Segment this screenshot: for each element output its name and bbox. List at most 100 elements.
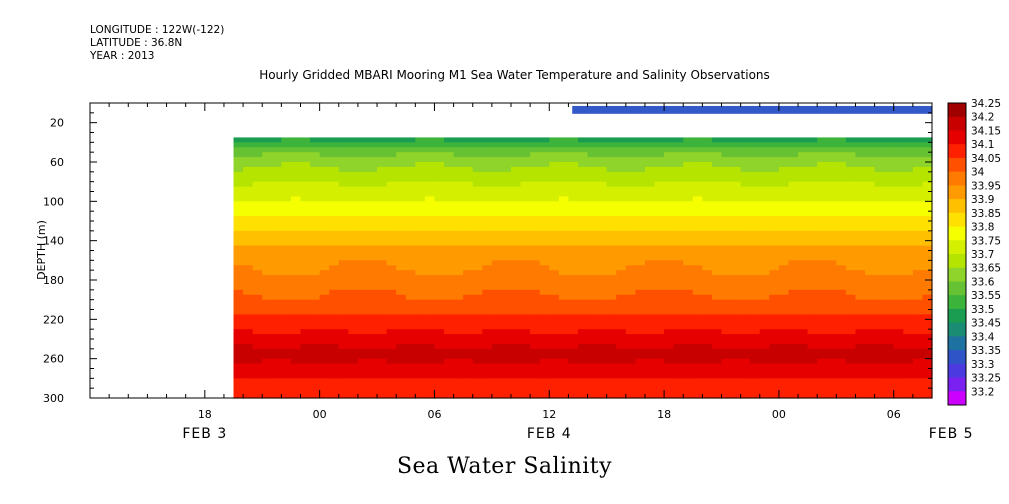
heatmap-cell: [243, 343, 254, 350]
heatmap-cell: [625, 250, 636, 257]
heatmap-cell: [472, 206, 483, 212]
heatmap-cell: [826, 304, 837, 311]
heatmap-cell: [664, 284, 675, 291]
heatmap-cell: [903, 157, 914, 163]
heatmap-cell: [444, 388, 455, 394]
heatmap-cell: [788, 383, 799, 389]
heatmap-cell: [262, 334, 273, 340]
heatmap-cell: [386, 157, 397, 163]
heatmap-cell: [482, 304, 493, 311]
heatmap-cell: [788, 191, 799, 198]
heatmap-cell: [568, 191, 579, 198]
heatmap-cell: [463, 181, 474, 188]
heatmap-cell: [606, 152, 617, 158]
heatmap-cell: [252, 201, 263, 207]
heatmap-cell: [281, 334, 292, 340]
heatmap-cell: [635, 378, 646, 384]
heatmap-cell: [472, 255, 483, 261]
heatmap-cell: [912, 319, 924, 325]
heatmap-cell: [740, 299, 751, 306]
heatmap-cell: [922, 255, 933, 261]
heatmap-cell: [243, 240, 254, 247]
heatmap-cell: [520, 275, 531, 281]
heatmap-cell: [798, 383, 809, 389]
heatmap-cell: [903, 334, 914, 340]
heatmap-cell: [377, 255, 388, 261]
heatmap-cell: [558, 373, 570, 379]
heatmap-cell: [568, 383, 579, 389]
heatmap-cell: [558, 275, 570, 281]
heatmap-cell: [329, 221, 340, 227]
heatmap-cell: [644, 240, 656, 247]
heatmap-cell: [587, 383, 598, 389]
heatmap-cell: [501, 181, 512, 188]
heatmap-cell: [922, 270, 933, 276]
heatmap-cell: [243, 255, 254, 261]
heatmap-cell: [281, 157, 292, 163]
heatmap-cell: [807, 358, 818, 365]
heatmap-cell: [673, 373, 684, 379]
heatmap-cell: [884, 255, 895, 261]
heatmap-cell: [491, 299, 503, 306]
heatmap-cell: [520, 137, 531, 143]
heatmap-cell: [472, 225, 483, 232]
heatmap-cell: [606, 299, 617, 306]
heatmap-cell: [702, 368, 713, 375]
heatmap-cell: [616, 201, 627, 207]
heatmap-cell: [664, 314, 675, 320]
heatmap-cell: [731, 137, 742, 143]
heatmap-cell: [922, 314, 933, 320]
heatmap-cell: [826, 191, 837, 198]
heatmap-cell: [683, 393, 694, 399]
heatmap-cell: [252, 348, 263, 355]
heatmap-cell: [319, 339, 330, 345]
heatmap-cell: [778, 343, 790, 350]
heatmap-cell: [635, 235, 646, 242]
heatmap-cell: [798, 275, 809, 281]
heatmap-cell: [511, 230, 522, 237]
heatmap-cell: [491, 373, 503, 379]
heatmap-cell: [606, 201, 617, 207]
heatmap-cell: [788, 255, 799, 261]
heatmap-cell: [817, 284, 828, 291]
heatmap-cell: [348, 206, 359, 212]
heatmap-cell: [922, 245, 933, 252]
heatmap-cell: [568, 348, 579, 355]
heatmap-cell: [577, 245, 589, 252]
heatmap-cell: [740, 373, 751, 379]
heatmap-cell: [290, 309, 302, 316]
heatmap-cell: [826, 373, 837, 379]
heatmap-cell: [635, 348, 646, 355]
heatmap-cell: [405, 294, 416, 301]
heatmap-cell: [386, 245, 397, 252]
heatmap-cell: [731, 289, 742, 296]
heatmap-cell: [807, 284, 818, 291]
heatmap-cell: [692, 181, 703, 188]
heatmap-cell: [357, 368, 369, 375]
heatmap-cell: [453, 206, 464, 212]
heatmap-cell: [329, 363, 340, 370]
heatmap-cell: [310, 363, 321, 370]
heatmap-cell: [616, 324, 627, 330]
heatmap-cell: [463, 334, 474, 340]
heatmap-cell: [396, 260, 407, 266]
heatmap-cell: [233, 324, 244, 330]
heatmap-cell: [501, 240, 512, 247]
heatmap-cell: [482, 329, 493, 335]
heatmap-cell: [778, 211, 790, 217]
heatmap-cell: [912, 147, 924, 153]
heatmap-cell: [616, 245, 627, 252]
heatmap-cell: [530, 299, 541, 306]
heatmap-cell: [826, 225, 837, 232]
heatmap-cell: [644, 383, 656, 389]
heatmap-cell: [702, 358, 713, 365]
heatmap-cell: [644, 319, 656, 325]
heatmap-cell: [874, 270, 885, 276]
heatmap-cell: [884, 181, 895, 188]
heatmap-cell: [396, 280, 407, 286]
heatmap-cell: [415, 388, 426, 394]
heatmap-cell: [893, 137, 904, 143]
heatmap-cell: [664, 334, 675, 340]
heatmap-cell: [865, 142, 876, 148]
heatmap-cell: [616, 319, 627, 325]
